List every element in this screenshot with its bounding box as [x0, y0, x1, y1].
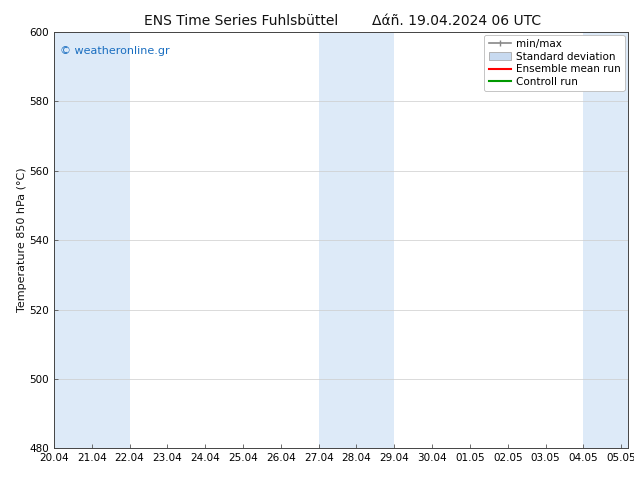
Y-axis label: Temperature 850 hPa (°C): Temperature 850 hPa (°C): [16, 168, 27, 313]
Text: Δάñ. 19.04.2024 06 UTC: Δάñ. 19.04.2024 06 UTC: [372, 14, 541, 28]
Bar: [583, 32, 628, 448]
Legend: min/max, Standard deviation, Ensemble mean run, Controll run: min/max, Standard deviation, Ensemble me…: [484, 35, 624, 91]
Text: © weatheronline.gr: © weatheronline.gr: [60, 47, 169, 56]
Bar: [54, 32, 129, 448]
Bar: [319, 32, 394, 448]
Text: ENS Time Series Fuhlsbüttel: ENS Time Series Fuhlsbüttel: [144, 14, 338, 28]
